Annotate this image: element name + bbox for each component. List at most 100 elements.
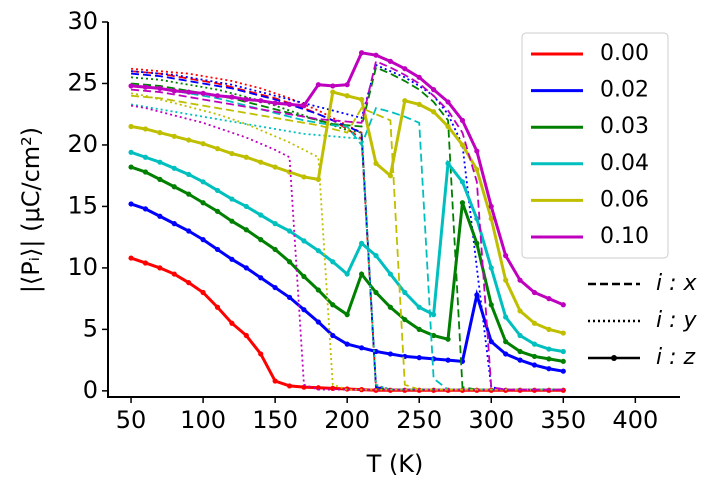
point [387,58,393,64]
point [416,355,422,361]
point [387,351,393,357]
point [531,341,538,347]
point [546,326,552,332]
point [402,316,408,323]
point [358,96,365,103]
point [243,332,249,339]
point [315,287,321,293]
point [243,154,249,160]
point [186,171,192,178]
point [186,228,192,234]
point [200,90,206,96]
x-axis-label: T (K) [366,450,424,478]
point [431,312,437,318]
point [431,87,437,93]
point [330,89,336,95]
point [315,82,321,88]
point [517,277,523,283]
point [243,203,249,210]
point [128,149,134,155]
point [503,253,509,259]
series-line [130,63,564,391]
y-tick-label: 30 [67,7,98,35]
point [531,353,538,360]
point [445,160,451,166]
point [171,165,177,171]
point [488,203,494,210]
point [560,358,566,364]
point [503,277,509,283]
point [344,271,350,277]
point [431,109,437,115]
x-tick-label: 150 [252,406,298,434]
point [330,332,336,339]
point [531,362,538,368]
y-tick-label: 0 [83,376,98,404]
legend-label: i : y [656,308,698,333]
x-tick-label: 250 [396,406,442,434]
point [546,366,552,372]
point [344,341,350,347]
point [474,216,480,222]
point [258,237,264,243]
point [517,357,523,363]
point [531,320,538,326]
point [286,259,293,265]
point [546,296,552,302]
point [301,174,307,180]
point [214,187,221,194]
point [157,130,163,136]
point [517,348,523,355]
point [171,184,177,190]
point [330,259,336,265]
legend: 0.00 0.02 0.03 0.04 0.06 0.10 i : x i : y i : z [521,32,698,370]
point [142,154,149,160]
point [445,99,451,105]
point [503,339,509,345]
point [560,368,566,374]
legend-label: i : z [656,345,696,370]
point [459,179,466,185]
point [157,213,163,219]
point [517,332,523,339]
x-tick-label: 50 [116,406,147,434]
point [373,253,379,259]
plot-area [128,50,566,393]
point [402,66,408,72]
point [517,308,523,314]
point [200,141,206,147]
point [315,176,321,182]
x-tick-label: 200 [324,406,370,434]
y-tick-label: 15 [67,191,98,219]
point [258,159,264,165]
point [229,320,235,326]
y-tick-label: 10 [67,253,98,281]
point [142,169,149,175]
point [387,271,393,277]
series-line [130,165,564,363]
point [301,307,307,313]
point [560,348,566,355]
series-line [130,60,564,391]
legend-label: 0.02 [600,78,649,103]
point [459,142,466,148]
point [373,52,379,58]
point [272,246,278,253]
legend-label: i : x [656,271,698,296]
point [431,332,437,339]
point [531,289,538,296]
series-line [130,92,564,391]
point [258,98,264,104]
point [301,238,307,244]
point [214,304,221,310]
point [488,339,494,345]
point [214,146,221,152]
point [373,160,379,166]
x-tick-label: 400 [612,406,658,434]
legend-marker [611,355,617,361]
point [445,123,451,130]
point [142,126,149,132]
point [474,240,480,246]
point [416,304,422,310]
